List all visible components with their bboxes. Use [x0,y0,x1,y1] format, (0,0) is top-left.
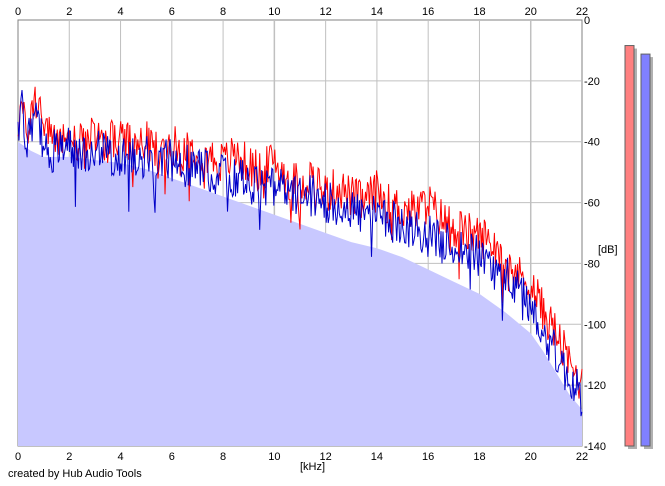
x-tick-label-bottom: 6 [169,451,175,463]
x-tick-label-bottom: 8 [220,451,226,463]
x-tick-label-top: 16 [422,6,434,18]
y-tick-label: -40 [584,137,600,149]
series-lines [17,86,583,417]
series-line [17,89,583,417]
level-meter-bar [640,53,651,447]
y-tick-label: 0 [584,15,590,27]
y-tick-label: -20 [584,76,600,88]
level-meter-bar [624,45,635,447]
x-tick-label-bottom: 4 [117,451,123,463]
x-tick-label-top: 20 [525,6,537,18]
y-tick-label: -60 [584,198,600,210]
x-axis-label: [kHz] [300,461,325,473]
x-tick-label-bottom: 20 [525,451,537,463]
x-tick-label-top: 0 [15,6,21,18]
y-tick-label: -140 [584,441,606,453]
x-tick-label-bottom: 12 [320,451,332,463]
x-tick-label-top: 18 [473,6,485,18]
y-tick-label: -80 [584,258,600,270]
x-tick-label-top: 8 [220,6,226,18]
x-axis-top: 0 2 4 6 8 10 12 14 16 18 20 22 [15,6,588,18]
x-axis-bottom: 0 2 4 6 8 10 12 14 16 18 20 22 [15,451,588,463]
y-axis-right: 0 -20 -40 -60 -80 -100 -120 -140 [584,15,606,453]
x-tick-label-top: 6 [169,6,175,18]
credit-text: created by Hub Audio Tools [8,468,142,480]
x-tick-label-top: 22 [576,6,588,18]
y-tick-label: -100 [584,319,606,331]
x-tick-label-top: 4 [117,6,123,18]
series-line [17,86,583,399]
x-tick-label-bottom: 2 [66,451,72,463]
x-tick-label-bottom: 16 [422,451,434,463]
x-tick-label-top: 10 [268,6,280,18]
x-tick-label-top: 14 [371,6,383,18]
x-tick-label-bottom: 14 [371,451,383,463]
y-tick-label: -120 [584,380,606,392]
x-tick-label-bottom: 18 [473,451,485,463]
x-tick-label-top: 12 [320,6,332,18]
x-tick-label-bottom: 10 [268,451,280,463]
x-tick-label-top: 2 [66,6,72,18]
spectrum-envelope-fill [18,141,582,446]
x-tick-label-bottom: 0 [15,451,21,463]
x-tick-label-bottom: 22 [576,451,588,463]
y-axis-label: [dB] [598,244,618,256]
level-meters [624,45,653,450]
